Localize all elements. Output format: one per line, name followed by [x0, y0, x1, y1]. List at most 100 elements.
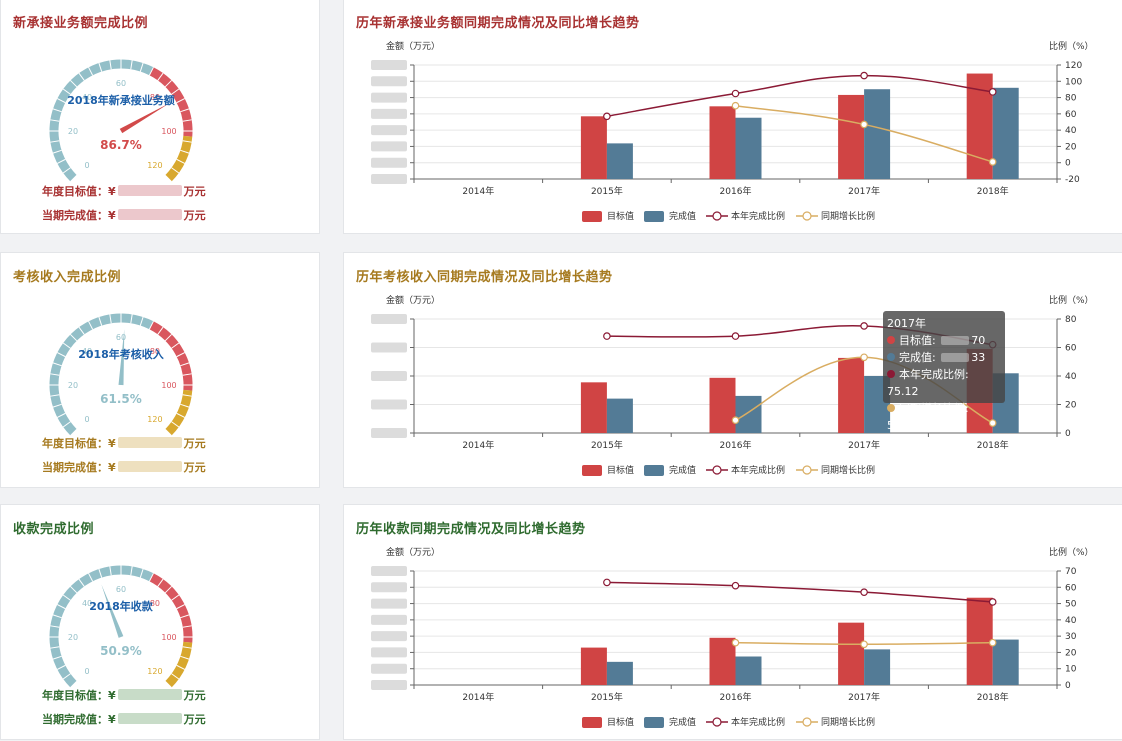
gauge-band-yellow — [165, 135, 193, 182]
point-completion-ratio — [988, 598, 997, 606]
gauge-tick — [164, 334, 172, 342]
gauge-3: 0 20 40 60 80 100 120 2018年收款 50.9% — [41, 557, 201, 688]
y2-tick-label: 20 — [1065, 648, 1077, 658]
gauge-label: 2018年收款 — [89, 599, 154, 613]
gauge-svg: 0 20 40 60 80 100 120 2018年考核收入 61.5% — [49, 313, 193, 436]
gauge-tick — [98, 568, 103, 578]
trend-chart-3: 金额（万元） 比例（%） 0 10 20 30 40 50 60 70 2014年 2015年 2016… — [371, 546, 1094, 728]
y2-axis-title: 比例（%） — [1049, 546, 1094, 558]
point-growth-ratio — [988, 638, 997, 647]
y2-tick-label: 50 — [1065, 600, 1077, 610]
gauge-tick — [57, 664, 66, 670]
bar-actual — [606, 398, 633, 433]
gauge-tick — [164, 80, 172, 88]
gauge-tick — [57, 352, 66, 358]
blurred-y-tick-label — [371, 108, 407, 119]
trend-panel-title: 历年新承接业务额同期完成情况及同比增长趋势 — [356, 16, 640, 31]
point-growth-ratio — [860, 120, 868, 129]
y-axis-title: 金额（万元） — [386, 546, 440, 558]
gauge-value: 61.5% — [100, 392, 142, 406]
gauge-tick — [164, 428, 172, 436]
gauge-tick — [176, 158, 185, 164]
gauge-pointer — [118, 329, 125, 386]
blurred-amount — [117, 713, 182, 724]
gauge-tick — [176, 412, 185, 418]
point-growth-ratio — [731, 101, 740, 110]
gauge-panel-title: 收款完成比例 — [13, 522, 95, 537]
tooltip-label: 本年完成比例: — [899, 368, 969, 381]
gauge-tick — [88, 321, 94, 330]
blurred-y-tick-label — [371, 157, 407, 168]
gauge-tick — [50, 646, 60, 649]
gauge-band-yellow — [165, 641, 193, 688]
point-completion-ratio — [860, 71, 868, 80]
gauge-value: 86.7% — [100, 138, 142, 152]
legend-label: 完成值 — [669, 210, 696, 222]
gauge-tick — [52, 149, 62, 154]
x-tick-label: 2016年 — [720, 185, 752, 197]
gauge-tick — [148, 67, 154, 76]
tooltip-title: 2017年 — [887, 317, 926, 330]
point-growth-ratio — [731, 638, 740, 647]
legend-swatch — [582, 211, 602, 222]
gauge-tick — [180, 108, 190, 113]
point-completion-ratio — [988, 88, 997, 96]
gauge-tick — [50, 373, 60, 376]
gauge-tick — [50, 625, 60, 628]
tooltip-row-actual: 完成值: 33 — [887, 349, 1001, 366]
gauge-svg: 0 20 40 60 80 100 120 2018年新承接业务额 86.7% — [49, 59, 193, 182]
tooltip-label: 完成值: — [899, 351, 940, 364]
gauge-tick — [176, 98, 185, 104]
gauge-tick — [70, 174, 78, 182]
y2-tick-label: 10 — [1065, 665, 1077, 675]
legend-marker — [712, 211, 722, 221]
gauge-tick — [180, 149, 190, 154]
point-completion-ratio — [603, 112, 611, 121]
legend-swatch — [644, 717, 664, 728]
gauge-tick — [109, 566, 112, 576]
gauge-tick — [148, 573, 154, 582]
x-tick-label: 2018年 — [977, 691, 1009, 703]
blurred-amount — [117, 689, 182, 700]
unit-label: 万元 — [183, 185, 206, 198]
bar-target — [580, 647, 607, 685]
bar-actual — [864, 89, 891, 179]
blurred-amount — [117, 209, 182, 220]
gauge-tick-label: 100 — [161, 381, 176, 390]
gauge-tick — [180, 655, 190, 660]
gauge-tick-label: 120 — [147, 667, 162, 676]
point-completion-ratio — [603, 578, 611, 587]
gauge-tick — [164, 680, 172, 688]
gauge-tick — [57, 412, 66, 418]
point-completion-ratio — [731, 332, 740, 340]
currency-symbol: ¥ — [108, 461, 116, 474]
gauge-tick — [176, 664, 185, 670]
trend-chart-1: 金额（万元） 比例（%） -20 0 20 40 60 80 100 120 2014年 2015年 2… — [371, 40, 1094, 222]
point-completion-ratio — [860, 322, 868, 330]
gauge-tick — [88, 67, 94, 76]
gauge-tick — [130, 566, 133, 576]
gauge-tick — [98, 62, 103, 72]
y2-tick-label: 60 — [1065, 344, 1077, 354]
gauge-tick — [180, 403, 190, 408]
gauge-tick — [70, 586, 78, 594]
legend-marker — [712, 465, 722, 475]
blurred-y-tick-label — [371, 680, 407, 690]
tooltip-row-ratio: 本年完成比例: 75.12 — [887, 366, 1001, 400]
gauge-tick — [182, 140, 192, 143]
point-completion-ratio — [860, 588, 868, 596]
blurred-amount — [117, 185, 182, 196]
gauge-tick-label: 20 — [68, 127, 78, 136]
target-label: 年度目标值： — [42, 689, 108, 702]
gauge-1: 0 20 40 60 80 100 120 2018年新承接业务额 86.7% — [41, 51, 201, 182]
currency-symbol: ¥ — [108, 185, 116, 198]
gauge-tick-label: 40 — [82, 599, 92, 608]
gauge-tick-label: 0 — [85, 667, 90, 676]
bar-target — [838, 357, 865, 433]
legend-swatch — [644, 465, 664, 476]
blurred-y-tick-label — [371, 314, 407, 324]
trend-panel-1: 历年新承接业务额同期完成情况及同比增长趋势 金额（万元） 比例（%） -20 0 20 4… — [343, 0, 1122, 234]
gauge-tick — [130, 60, 133, 70]
gauge-tick-label: 20 — [68, 381, 78, 390]
gauge-tick — [52, 614, 62, 619]
